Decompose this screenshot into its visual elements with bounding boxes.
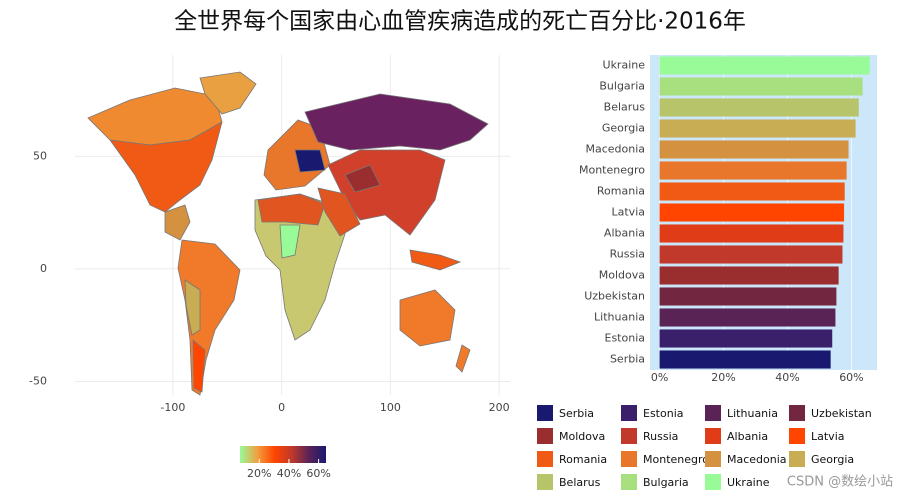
x-tick-label: 40% — [775, 371, 799, 384]
bar — [659, 350, 831, 369]
legend-label: Macedonia — [727, 453, 787, 466]
legend-swatch — [705, 405, 721, 421]
colorbar-tick-label: 40% — [277, 467, 301, 480]
world-map — [87, 71, 489, 396]
legend-label: Montenegro — [643, 453, 709, 466]
bar — [659, 182, 845, 201]
legend-swatch — [537, 451, 553, 467]
x-tick-label: -100 — [160, 401, 185, 414]
y-tick-label: Albania — [604, 227, 645, 240]
bar — [659, 77, 863, 96]
legend-swatch — [621, 428, 637, 444]
x-tick-label: 20% — [711, 371, 735, 384]
legend-label: Moldova — [559, 430, 605, 443]
bar — [659, 329, 833, 348]
bar — [659, 224, 844, 243]
legend-label: Albania — [727, 430, 768, 443]
y-tick-label: -50 — [29, 374, 47, 387]
legend-swatch — [537, 474, 553, 490]
legend-swatch — [789, 428, 805, 444]
y-tick-label: Bulgaria — [599, 80, 645, 93]
y-tick-label: Uzbekistan — [584, 290, 645, 303]
y-tick-label: 0 — [40, 262, 47, 275]
bar — [659, 245, 843, 264]
legend-swatch — [621, 405, 637, 421]
legend-swatch — [537, 405, 553, 421]
legend-swatch — [537, 428, 553, 444]
legend-label: Estonia — [643, 407, 684, 420]
legend-swatch — [705, 474, 721, 490]
bar — [659, 119, 856, 138]
y-tick-label: Serbia — [610, 353, 645, 366]
legend-swatch — [705, 451, 721, 467]
legend-label: Georgia — [811, 453, 854, 466]
bar — [659, 308, 836, 327]
x-tick-label: 0 — [278, 401, 285, 414]
legend-swatch — [705, 428, 721, 444]
legend-label: Latvia — [811, 430, 845, 443]
y-tick-label: Moldova — [599, 269, 645, 282]
legend-swatch — [789, 451, 805, 467]
y-tick-label: Ukraine — [603, 59, 646, 72]
bar — [659, 56, 870, 75]
legend-label: Russia — [643, 430, 678, 443]
legend-label: Bulgaria — [643, 476, 689, 489]
y-tick-label: Latvia — [612, 206, 646, 219]
legend-label: Serbia — [559, 407, 594, 420]
legend-label: Ukraine — [727, 476, 770, 489]
x-tick-label: 60% — [839, 371, 863, 384]
y-tick-label: Macedonia — [585, 143, 645, 156]
bar — [659, 161, 847, 180]
y-tick-label: Belarus — [604, 101, 646, 114]
chart-title: 全世界每个国家由心血管疾病造成的死亡百分比·2016年 — [174, 9, 746, 35]
bar — [659, 287, 837, 306]
y-tick-label: Russia — [610, 248, 645, 261]
colorbar-tick-label: 60% — [306, 467, 330, 480]
x-tick-label: 100 — [380, 401, 401, 414]
bar — [659, 266, 839, 285]
y-tick-label: Montenegro — [579, 164, 645, 177]
y-tick-label: Georgia — [602, 122, 645, 135]
bar — [659, 140, 849, 159]
legend-swatch — [789, 405, 805, 421]
y-tick-label: Lithuania — [594, 311, 645, 324]
bar — [659, 203, 845, 222]
bar — [659, 98, 859, 117]
legend-label: Uzbekistan — [811, 407, 872, 420]
legend-label: Lithuania — [727, 407, 778, 420]
colorbar — [240, 446, 326, 463]
y-tick-label: 50 — [33, 149, 47, 162]
y-tick-label: Estonia — [605, 332, 646, 345]
legend-label: Romania — [559, 453, 607, 466]
x-tick-label: 200 — [489, 401, 510, 414]
legend-swatch — [621, 451, 637, 467]
y-tick-label: Romania — [597, 185, 645, 198]
x-tick-label: 0% — [651, 371, 668, 384]
legend-swatch — [621, 474, 637, 490]
legend-label: Belarus — [559, 476, 601, 489]
watermark: CSDN @数绘小站 — [787, 475, 893, 490]
colorbar-tick-label: 20% — [247, 467, 271, 480]
